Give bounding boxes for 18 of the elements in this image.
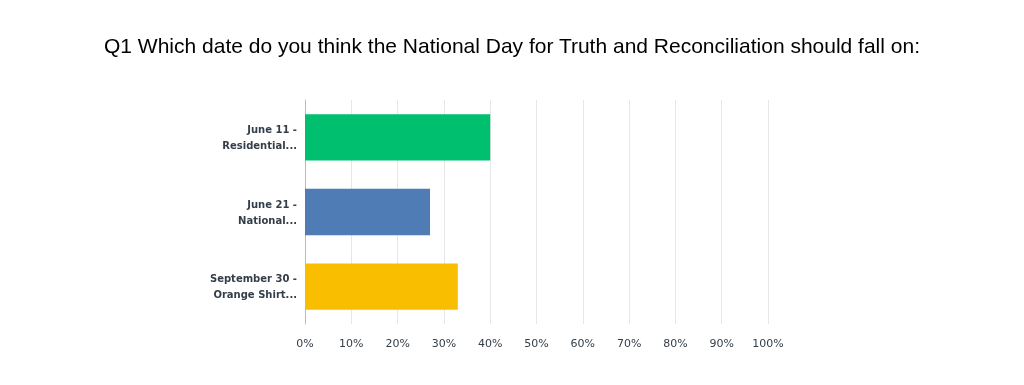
x-tick-label: 80%	[663, 337, 688, 350]
y-tick-label: June 11 - Residential...	[222, 123, 297, 151]
x-tick-label: 70%	[616, 337, 642, 350]
x-tick-label: 0%	[296, 337, 314, 350]
x-tick-label: 100%	[752, 337, 784, 350]
x-tick-label: 50%	[524, 337, 549, 350]
bar	[305, 114, 491, 161]
x-tick-label: 10%	[339, 337, 364, 350]
x-tick-label: 30%	[431, 337, 457, 350]
x-tick-label: 60%	[570, 337, 596, 350]
x-tick-label: 90%	[709, 337, 734, 350]
bar	[305, 188, 431, 236]
x-tick-label: 20%	[385, 337, 410, 350]
y-tick-label: September 30 - Orange Shirt...	[209, 273, 297, 301]
chart-title: Q1 Which date do you think the National Day for Truth and Reconciliation should fall on:	[104, 34, 920, 57]
bar	[305, 263, 458, 310]
y-tick-label: June 21 - National...	[238, 198, 297, 226]
x-tick-label: 40%	[477, 337, 503, 350]
